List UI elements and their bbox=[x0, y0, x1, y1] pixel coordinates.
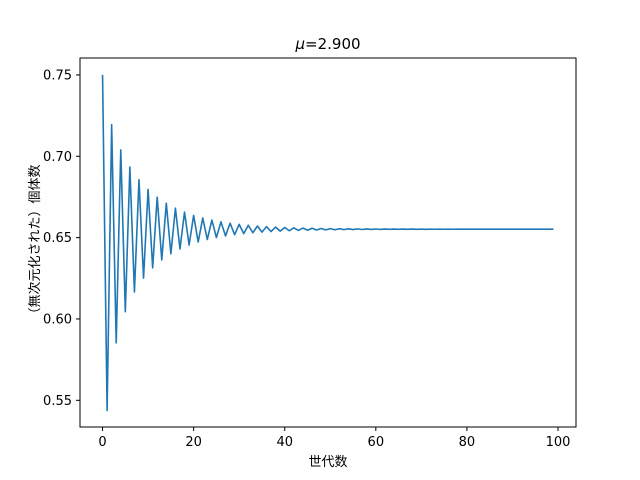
chart-title-value: =2.900 bbox=[305, 35, 361, 53]
x-tick-label: 100 bbox=[546, 435, 571, 450]
series-line bbox=[101, 74, 554, 412]
x-axis: 0 20 40 60 80 100 bbox=[98, 427, 570, 450]
y-axis: 0.55 0.60 0.65 0.70 0.75 bbox=[43, 68, 80, 409]
x-tick-label: 60 bbox=[368, 435, 385, 450]
x-axis-label: 世代数 bbox=[308, 455, 347, 470]
y-tick-label: 0.55 bbox=[43, 394, 72, 409]
x-tick-label: 40 bbox=[276, 435, 293, 450]
chart-title-symbol: μ bbox=[294, 35, 305, 53]
x-tick-label: 20 bbox=[185, 435, 202, 450]
chart-title: μ=2.900 bbox=[294, 35, 360, 53]
y-tick-label: 0.75 bbox=[43, 68, 72, 83]
y-axis-label: （無次元化された）個体数 bbox=[27, 164, 43, 320]
y-tick-label: 0.60 bbox=[43, 312, 72, 327]
y-tick-label: 0.70 bbox=[43, 150, 72, 165]
y-tick-label: 0.65 bbox=[43, 231, 72, 246]
x-tick-label: 0 bbox=[98, 435, 106, 450]
series-line-group bbox=[101, 74, 554, 412]
x-tick-label: 80 bbox=[459, 435, 476, 450]
plot-frame bbox=[79, 57, 577, 428]
